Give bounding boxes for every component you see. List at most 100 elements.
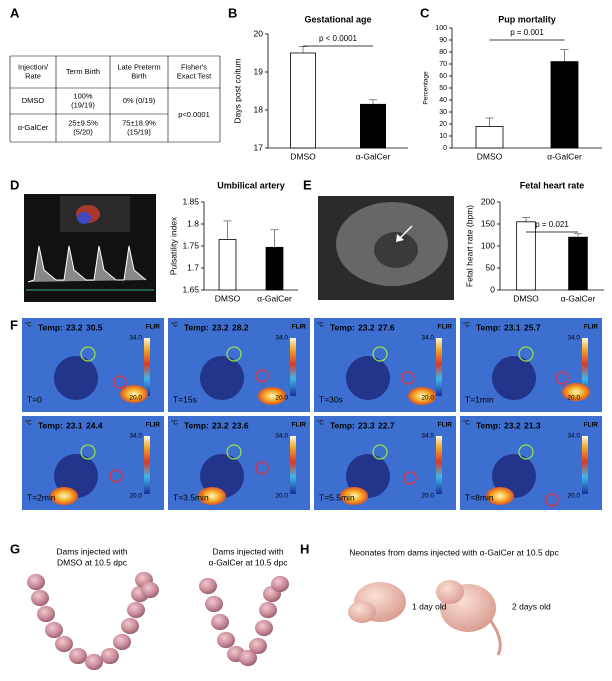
annotation: p < 0.0001 (319, 34, 358, 43)
table-cell: Term Birth (66, 67, 100, 76)
y-axis-label: Pulsatility index (168, 216, 178, 275)
x-tick-label: DMSO (513, 293, 539, 303)
y-tick-label: 1.65 (182, 284, 199, 294)
scale-max: 34.0 (567, 335, 580, 342)
dish (200, 356, 244, 400)
bar (568, 236, 588, 291)
temp-red: 30.5 (86, 322, 103, 332)
mouse (50, 487, 78, 505)
y-tick-label: 10 (439, 133, 447, 140)
temp-label: Temp: (330, 420, 355, 430)
uterine-bead (217, 631, 235, 649)
photo-caption: DMSO at 10.5 dpc (57, 557, 128, 567)
scale-min: 20.0 (275, 493, 288, 500)
color-scale (290, 436, 296, 494)
temp-red: 25.7 (524, 322, 541, 332)
y-tick-label: 200 (481, 196, 495, 206)
x-tick-label: α-GalCer (257, 293, 292, 303)
uterine-bead (239, 649, 257, 667)
y-tick-label: 100 (435, 25, 447, 32)
y-tick-label: 1.85 (182, 196, 199, 206)
time-label: T=15s (173, 394, 197, 404)
mouse (562, 383, 590, 401)
temp-label: Temp: (184, 420, 209, 430)
uterine-bead (259, 601, 277, 619)
doppler-waveform (27, 245, 147, 283)
y-axis-label: Fetal heart rate (bpm) (464, 205, 474, 287)
bar (265, 246, 284, 291)
measure-circle (401, 371, 415, 385)
photo-caption: α-GalCer at 10.5 dpc (208, 557, 288, 567)
brand: FLIR (146, 422, 161, 429)
temp-green: 23.2 (504, 420, 521, 430)
y-tick-label: 1.8 (187, 218, 199, 228)
y-tick-label: 150 (481, 218, 495, 228)
dish (200, 454, 244, 498)
mouse (408, 387, 436, 405)
measure-circle (109, 469, 123, 483)
time-label: T=30s (319, 394, 343, 404)
bar (218, 238, 237, 291)
time-label: T=5.5min (319, 492, 355, 502)
scale-min: 20.0 (275, 395, 288, 402)
chart-title: Gestational age (304, 14, 371, 24)
table-cell: 0% (0/19) (123, 96, 156, 105)
y-tick-label: 20 (254, 28, 264, 38)
measure-circle (113, 375, 127, 389)
temp-unit: °C (171, 421, 178, 427)
uterine-bead (69, 647, 87, 665)
uterine-bead (199, 577, 217, 595)
dish (346, 356, 390, 400)
reference-circle (372, 444, 388, 460)
temp-green: 23.2 (212, 420, 229, 430)
table-cell: Injection/ (18, 62, 49, 71)
temp-green: 23.2 (66, 322, 83, 332)
measure-circle (555, 371, 569, 385)
panel-label: H (300, 541, 309, 556)
mouse (486, 487, 514, 505)
temp-label: Temp: (330, 322, 355, 332)
time-label: T=0 (27, 394, 42, 404)
panel-label: D (10, 177, 19, 192)
temp-green: 23.3 (358, 420, 375, 430)
temp-label: Temp: (476, 420, 501, 430)
uterine-bead (255, 619, 273, 637)
uterine-bead (121, 617, 139, 635)
table-cell: Late Preterm (117, 62, 160, 71)
uterine-bead (271, 575, 289, 593)
dish (346, 454, 390, 498)
measure-circle (545, 493, 559, 507)
table-cell: Birth (131, 71, 146, 80)
bar (289, 52, 316, 149)
y-tick-label: 20 (439, 121, 447, 128)
uterine-bead (85, 653, 103, 671)
temp-red: 27.6 (378, 322, 395, 332)
uterine-bead (31, 589, 49, 607)
y-axis-label: Days post coitum (232, 58, 242, 123)
y-axis-label: Percentage (423, 71, 430, 105)
x-tick-label: α-GalCer (547, 151, 582, 161)
photo-caption: Dams injected with (212, 546, 284, 556)
bar (359, 103, 386, 149)
reference-circle (80, 444, 96, 460)
panel-label: A (10, 5, 20, 20)
color-scale (290, 338, 296, 396)
measure-circle (255, 369, 269, 383)
chart-title: Pup mortality (498, 14, 556, 24)
table-cell: (15/19) (127, 127, 151, 136)
annotation: p = 0.001 (510, 28, 544, 37)
bar (475, 126, 504, 149)
table-cell: 75±18.9% (122, 118, 156, 127)
y-tick-label: 70 (439, 61, 447, 68)
photo-label: 1 day old (412, 601, 447, 611)
temp-label: Temp: (184, 322, 209, 332)
temp-red: 22.7 (378, 420, 395, 430)
y-tick-label: 1.7 (187, 262, 199, 272)
mouse (198, 487, 226, 505)
uterine-bead (211, 613, 229, 631)
uterine-bead (55, 635, 73, 653)
neonate (348, 601, 376, 623)
scale-max: 34.0 (567, 433, 580, 440)
brand: FLIR (438, 422, 453, 429)
panel-label: E (303, 177, 312, 192)
